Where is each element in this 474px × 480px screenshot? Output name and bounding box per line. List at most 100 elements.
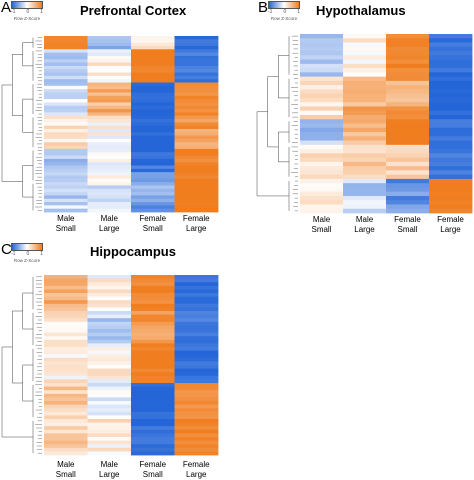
heatmap-cell	[44, 135, 88, 140]
heatmap-cell	[131, 332, 175, 337]
heatmap-cell	[343, 85, 387, 90]
heatmap-cell	[87, 115, 132, 120]
heatmap-cell	[174, 105, 219, 110]
heatmap-cell	[131, 404, 175, 409]
heatmap-cell	[131, 444, 175, 449]
heatmap-cell	[131, 415, 175, 420]
heatmap-cell	[174, 152, 219, 156]
heatmap-cell	[343, 102, 387, 107]
heatmap-cell	[131, 365, 175, 369]
heatmap-cell	[44, 365, 88, 369]
heatmap-cell	[131, 289, 175, 294]
column-label-line2: Small	[55, 224, 76, 233]
heatmap-cell	[131, 132, 175, 137]
heatmap-cell	[300, 106, 344, 112]
heatmap-cell	[87, 321, 132, 326]
heatmap-cell	[44, 52, 88, 57]
heatmap-cell	[429, 144, 473, 150]
heatmap-cell	[131, 386, 175, 391]
heatmap-cell	[87, 85, 132, 90]
heatmap-cell	[386, 161, 430, 167]
heatmap-cell	[174, 393, 219, 398]
heatmap-cell	[174, 195, 219, 200]
heatmap-cell	[131, 393, 175, 398]
heatmap-cell	[386, 85, 430, 90]
column-label-line1: Male	[57, 460, 75, 469]
heatmap-cell	[174, 379, 219, 384]
heatmap-cell	[174, 79, 219, 83]
heatmap-cell	[386, 51, 430, 56]
heatmap-cell	[174, 275, 219, 279]
heatmap-cell	[87, 82, 132, 87]
heatmap-cell	[44, 162, 88, 166]
heatmap-cell	[44, 185, 88, 190]
heatmap-cell	[300, 140, 344, 146]
heatmap-cell	[87, 289, 132, 294]
heatmap-cell	[300, 191, 344, 197]
heatmap-cell	[44, 125, 88, 130]
heatmap-cell	[300, 114, 344, 120]
column-label-line2: Small	[142, 470, 163, 479]
heatmap-cell	[343, 170, 387, 176]
heatmap-cell	[386, 68, 430, 73]
heatmap-cell	[44, 422, 88, 427]
heatmap-cell	[174, 404, 219, 409]
heatmap-cell	[44, 350, 88, 355]
panel-title-c: Hippocampus	[90, 244, 176, 259]
heatmap-cell	[44, 109, 88, 113]
heatmap-cell	[174, 59, 219, 63]
heatmap-cell	[44, 158, 88, 163]
heatmap-cell	[87, 45, 132, 50]
heatmap-cell	[300, 153, 344, 158]
heatmap-cell	[174, 350, 219, 355]
heatmap-cell	[174, 375, 219, 380]
heatmap-cell	[44, 112, 88, 117]
heatmap-cell	[131, 198, 175, 203]
heatmap-cell	[44, 72, 88, 77]
heatmap-cell	[174, 145, 219, 150]
heatmap-cell	[386, 170, 430, 176]
heatmap-cell	[300, 161, 344, 167]
heatmap-cell	[87, 119, 132, 123]
heatmap-cell	[174, 75, 219, 80]
heatmap-cell	[87, 282, 132, 287]
heatmap-cell	[44, 415, 88, 420]
heatmap-cell	[174, 132, 219, 137]
heatmap-cell	[44, 155, 88, 160]
heatmap-cell	[429, 136, 473, 141]
heatmap-cell	[87, 347, 132, 351]
panel-title-b: Hypothalamus	[316, 3, 406, 18]
heatmap-cell	[87, 325, 132, 330]
heatmap-cell	[386, 42, 430, 48]
heatmap-cell	[131, 383, 175, 387]
heatmap-cell	[174, 198, 219, 203]
heatmap-cell	[429, 178, 473, 184]
heatmap-cell	[300, 46, 344, 52]
heatmap-cell	[131, 429, 175, 434]
heatmap-cell	[429, 38, 473, 43]
heatmap-cell	[300, 97, 344, 103]
column-label: Female Small	[131, 214, 175, 234]
heatmap-cell	[44, 128, 88, 133]
heatmap-cell	[87, 397, 132, 402]
heatmap-cell	[174, 85, 219, 90]
heatmap-cell	[87, 303, 132, 308]
heatmap-cell	[429, 140, 473, 146]
heatmap-cell	[44, 307, 88, 312]
heatmap-cell	[87, 145, 132, 150]
heatmap-cell	[174, 128, 219, 133]
heatmap-cell	[44, 393, 88, 398]
heatmap-cell	[174, 433, 219, 438]
heatmap-cell	[386, 119, 430, 124]
heatmap-cell	[44, 85, 88, 90]
heatmap-cell	[343, 200, 387, 205]
heatmap-cell	[429, 183, 473, 188]
heatmap-cell	[174, 202, 219, 206]
heatmap-cell	[386, 55, 430, 60]
heatmap-cell	[44, 303, 88, 308]
heatmap-cell	[44, 55, 88, 60]
heatmap-cell	[87, 158, 132, 163]
heatmap-cell	[300, 51, 344, 56]
heatmap-cell	[386, 80, 430, 86]
